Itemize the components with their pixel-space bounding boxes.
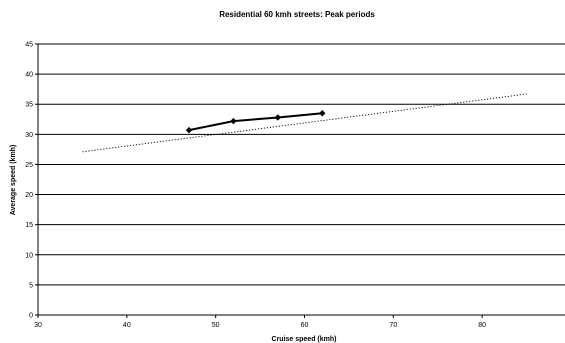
y-tick-label: 25 [25,162,33,169]
series-layer [82,93,527,153]
x-tick-label: 50 [212,322,220,329]
data-point [230,117,237,125]
data-point [319,110,326,117]
data-point [185,126,193,134]
trend-line [82,93,527,153]
x-axis-label: Cruise speed (kmh) [272,336,337,343]
axes [37,44,565,318]
x-tick-label: 60 [301,322,309,329]
x-tick-label: 80 [478,322,486,329]
y-tick-label: 35 [25,102,33,109]
chart-title: Residential 60 kmh streets: Peak periods [219,10,375,19]
x-tick-label: 70 [389,322,397,329]
series-line [188,112,323,132]
gridlines [35,43,565,316]
y-tick-labels: 0 5 10 15 20 25 30 35 40 45 [25,42,33,320]
x-tick-label: 30 [34,322,42,329]
x-tick-label: 40 [123,322,131,329]
y-tick-label: 40 [25,72,33,79]
y-tick-label: 45 [25,42,33,49]
x-tick-labels: 30405060708090 [34,322,486,329]
data-point [274,114,282,121]
y-tick-label: 15 [25,222,33,229]
y-tick-label: 5 [29,282,33,289]
y-tick-label: 0 [29,313,33,320]
y-tick-label: 30 [25,132,33,139]
y-tick-label: 20 [25,192,33,199]
y-tick-label: 10 [25,252,33,259]
y-axis-label: Average speed (kmh) [10,145,17,216]
